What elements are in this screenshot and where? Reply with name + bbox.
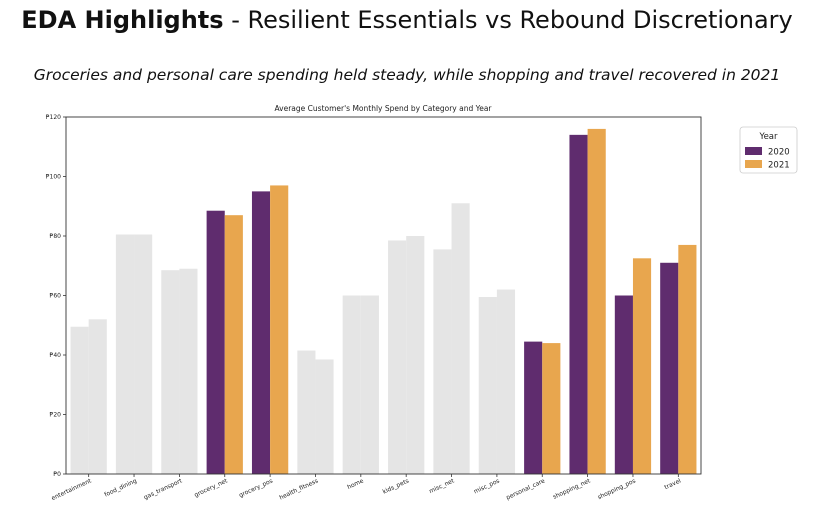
bar-travel-2021	[678, 244, 697, 474]
legend-label-2020: 2020	[768, 148, 790, 158]
bar-shopping_pos-2021	[632, 258, 652, 474]
x-tick-label: misc_pos	[473, 477, 501, 495]
legend-title: Year	[759, 132, 779, 142]
bar-kids_pets-2020	[388, 240, 407, 474]
x-tick-label: food_dining	[103, 477, 138, 498]
y-tick-label: ₱80	[50, 233, 62, 240]
bar-home-2021	[360, 295, 379, 474]
x-tick-label: health_fitness	[278, 477, 319, 501]
legend-label-2021: 2021	[768, 161, 790, 171]
y-tick-label: ₱100	[46, 174, 61, 181]
bar-misc_pos-2021	[496, 289, 516, 474]
bar-shopping_pos-2020	[614, 295, 633, 474]
bar-home-2020	[342, 295, 361, 474]
bar-grocery_pos-2020	[251, 191, 271, 475]
bar-food_dining-2021	[134, 234, 153, 474]
bar-kids_pets-2021	[406, 236, 425, 474]
y-tick-label: ₱20	[50, 412, 62, 419]
legend: Year 2020 2021	[739, 126, 798, 174]
bar-gas_transport-2021	[179, 268, 198, 474]
bar-chart: Average Customer's Monthly Spend by Cate…	[46, 104, 798, 502]
bar-entertainment-2020	[70, 326, 89, 474]
plot-area: entertainment food_dining gas_transport gro…	[46, 114, 702, 502]
y-tick-label: ₱60	[50, 293, 62, 300]
x-tick-label: grocery_net	[193, 477, 229, 499]
bar-grocery_net-2021	[224, 215, 243, 474]
plot-frame	[65, 116, 702, 475]
y-tick-label: ₱40	[50, 352, 62, 359]
x-tick-label: shopping_net	[552, 477, 592, 501]
bar-health_fitness-2020	[297, 350, 316, 474]
bar-entertainment-2021	[88, 319, 107, 474]
bar-health_fitness-2021	[315, 359, 334, 474]
bar-shopping_net-2020	[569, 134, 588, 474]
bar-grocery_pos-2021	[270, 185, 289, 474]
bar-food_dining-2020	[115, 234, 135, 474]
x-tick-label: personal_care	[505, 477, 546, 501]
page-headline: EDA Highlights - Resilient Essentials vs…	[0, 6, 814, 34]
legend-swatch-2020	[745, 147, 762, 155]
x-tick-label: entertainment	[50, 477, 93, 502]
x-tick-label: home	[346, 477, 365, 491]
bar-misc_net-2020	[433, 249, 452, 474]
bar-shopping_net-2021	[587, 128, 606, 474]
page-subheadline: Groceries and personal care spending hel…	[33, 66, 781, 84]
x-tick-label: grocery_pos	[238, 477, 274, 499]
bar-grocery_net-2020	[206, 210, 225, 474]
x-tick-label: kids_pets	[382, 477, 410, 495]
chart-title: Average Customer's Monthly Spend by Cate…	[274, 104, 492, 113]
bar-misc_pos-2020	[478, 296, 497, 474]
x-tick-label: misc_net	[428, 477, 456, 495]
headline-rest: - Resilient Essentials vs Rebound Discre…	[223, 6, 793, 34]
x-tick-label: travel	[663, 477, 682, 491]
bar-travel-2020	[660, 262, 679, 474]
x-tick-label: gas_transport	[143, 477, 184, 501]
bar-personal_care-2021	[542, 343, 561, 474]
bar-gas_transport-2020	[161, 270, 180, 474]
x-tick-label: shopping_pos	[597, 477, 637, 501]
y-tick-label: ₱120	[46, 114, 61, 121]
legend-swatch-2021	[745, 160, 762, 168]
bar-personal_care-2020	[524, 341, 543, 474]
y-tick-label: ₱0	[53, 471, 61, 478]
bar-misc_net-2021	[451, 203, 470, 474]
headline-bold: EDA Highlights	[21, 6, 224, 34]
